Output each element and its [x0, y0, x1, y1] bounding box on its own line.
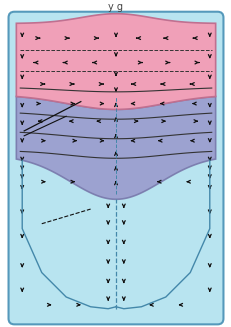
FancyBboxPatch shape: [9, 12, 222, 324]
Polygon shape: [16, 14, 215, 110]
Polygon shape: [16, 96, 215, 199]
Text: y g: y g: [108, 2, 123, 12]
